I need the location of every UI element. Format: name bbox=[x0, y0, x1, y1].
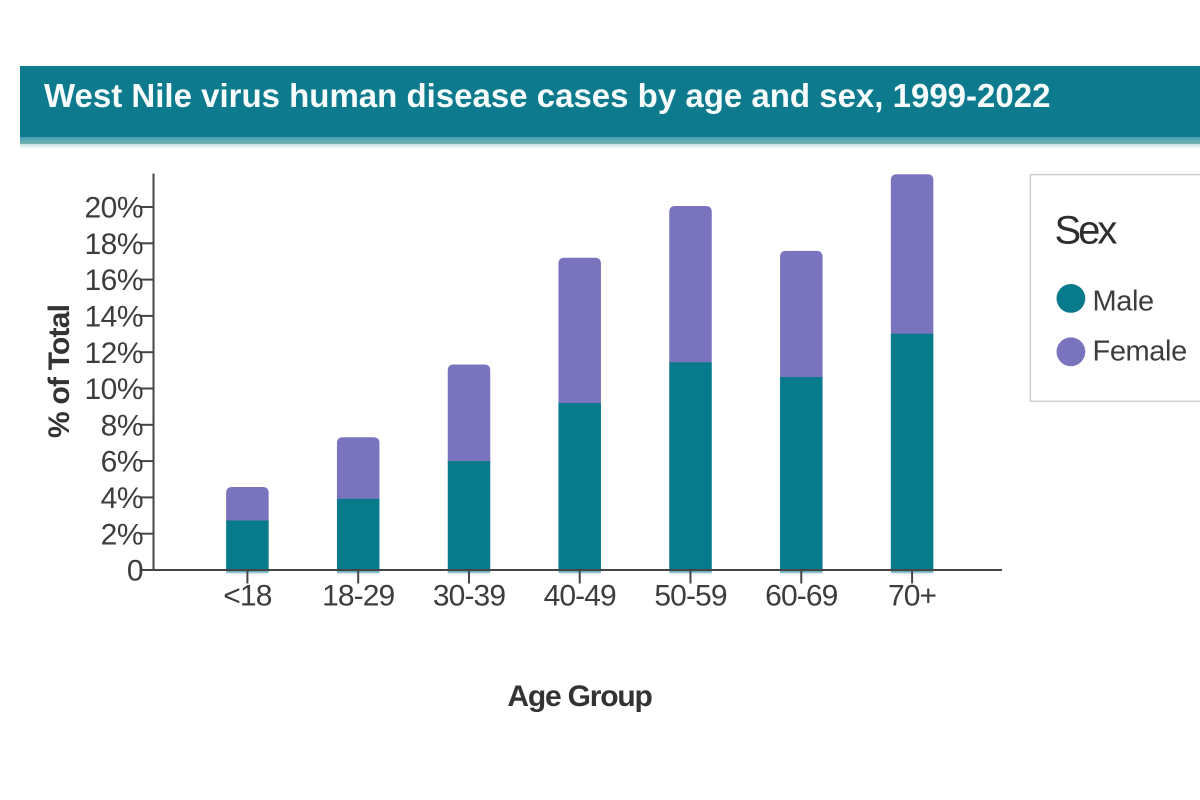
svg-text:4%: 4% bbox=[101, 482, 143, 515]
svg-text:30-39: 30-39 bbox=[433, 580, 505, 613]
svg-text:0: 0 bbox=[127, 555, 143, 588]
svg-text:60-69: 60-69 bbox=[765, 580, 837, 613]
svg-text:<18: <18 bbox=[223, 580, 271, 613]
svg-text:50-59: 50-59 bbox=[654, 580, 726, 613]
svg-text:6%: 6% bbox=[101, 446, 143, 479]
svg-text:20%: 20% bbox=[84, 192, 143, 225]
svg-text:Age Group: Age Group bbox=[507, 680, 652, 713]
svg-text:Sex: Sex bbox=[1055, 209, 1118, 253]
svg-text:2%: 2% bbox=[101, 518, 143, 551]
svg-text:Male: Male bbox=[1093, 286, 1154, 318]
svg-text:14%: 14% bbox=[84, 301, 143, 334]
svg-text:12%: 12% bbox=[84, 337, 143, 370]
svg-text:Female: Female bbox=[1093, 336, 1187, 368]
svg-text:18-29: 18-29 bbox=[322, 580, 394, 613]
svg-text:% of Total: % of Total bbox=[43, 305, 76, 438]
svg-text:18%: 18% bbox=[84, 228, 143, 261]
svg-text:8%: 8% bbox=[101, 409, 143, 442]
svg-text:70+: 70+ bbox=[888, 580, 937, 613]
svg-text:16%: 16% bbox=[84, 264, 143, 297]
svg-text:10%: 10% bbox=[84, 373, 143, 406]
svg-text:40-49: 40-49 bbox=[544, 580, 616, 613]
